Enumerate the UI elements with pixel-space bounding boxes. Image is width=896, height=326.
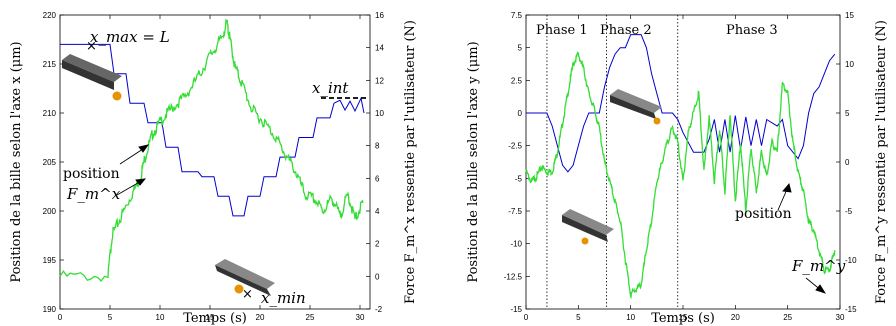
y2-tick-label: 10 [375,109,384,118]
y2-tick-label: -15 [845,305,857,314]
annot-force-right: F_m^y [791,257,846,275]
x-tick-label: 10 [156,313,165,322]
x-tick-label: 25 [783,313,792,322]
phase-3-label: Phase 3 [726,23,778,38]
cantilever-icon [610,89,662,125]
y2-tick-label: 10 [845,60,854,69]
annot-position-right: position [735,206,792,222]
y2-tick-label: 2 [375,240,380,249]
series-line-position [60,43,365,217]
x-tick-label: 10 [626,313,635,322]
y2-tick-label: 5 [845,109,850,118]
y-tick-label: 195 [43,256,57,265]
y-tick-label: 210 [43,109,57,118]
xmax-marker: × [86,39,97,54]
y-ticks-right: -15 -12.5 -10 -7.5 -5 -2.5 0 2.5 5 7.5 [504,11,530,314]
chart-right: 0 5 10 15 20 25 30 -15 -12.5 -10 -7.5 -5 -2.5 0 2.5 5 7… [466,11,889,326]
x-tick-label: 0 [524,313,529,322]
y2-tick-label: -5 [845,207,853,216]
x-axis-label-right: Temps (s) [651,311,715,326]
y2-tick-label: 4 [375,207,380,216]
chart-left: 0 5 10 15 20 25 30 190 195 200 205 210 215 220 -2 0 2 4… [9,11,418,326]
y-tick-label: -12.5 [504,272,523,281]
series-left [59,18,365,283]
y-ticks-left: 190 195 200 205 210 215 220 [43,11,64,314]
y-tick-label: -10 [510,240,522,249]
annot-xint: x_int [312,79,349,97]
annot-xmin: x_min [261,289,306,307]
y2-tick-label: 16 [375,11,384,20]
annot-xmax: x_max = L [90,28,170,46]
y-tick-label: 0 [518,109,523,118]
x-tick-label: 20 [731,313,740,322]
y-tick-label: 7.5 [511,11,523,20]
y2-tick-label: 8 [375,142,380,151]
x-tick-label: 5 [576,313,581,322]
x-tick-label: 5 [108,313,113,322]
y-tick-label: 220 [43,11,57,20]
y-tick-label: 5 [518,44,523,53]
y2-tick-label: 0 [375,272,380,281]
y2-tick-label: -10 [845,256,857,265]
cantilever-icon [562,209,614,245]
y-tick-label: -7.5 [508,207,522,216]
x-tick-label: 20 [256,313,265,322]
y2-axis-label-left: Force F_m^x ressentie par l'utilisateur … [403,20,418,304]
y-tick-label: -5 [515,174,523,183]
phase-1-label: Phase 1 [536,23,588,38]
cantilever-icon [215,259,275,296]
annot-arrows-right [777,183,827,294]
phase-2-label: Phase 2 [600,23,652,38]
y-tick-label: -15 [510,305,522,314]
x-axis-label-left: Temps (s) [183,311,247,326]
y2-axis-label-right: Force F_m^y ressentie par l'utilisateur … [874,20,889,304]
y2-tick-label: 15 [845,11,854,20]
x-tick-label: 15 [679,313,688,322]
x-tick-label: 0 [58,313,63,322]
y2-tick-label: 14 [375,44,384,53]
y-axis-label-left: Position de la bille selon l'axe x (μm) [9,41,24,282]
y2-ticks-right: -2 0 2 4 6 8 10 12 14 16 [366,11,384,314]
y-tick-label: 2.5 [511,76,523,85]
y-tick-label: 205 [43,158,57,167]
series-line-position [526,34,836,173]
xmin-marker: × [242,287,253,302]
phase-dividers [546,15,679,309]
y-axis-label-right: Position de la bille selon l'axe y (μm) [466,41,481,282]
annot-arrows-left [116,144,150,196]
y2-tick-label: -2 [375,305,383,314]
x-ticks-left: 0 5 10 15 20 25 30 [58,15,365,322]
y2-ticks-right-axis: -15 -10 -5 0 5 10 15 [836,11,857,314]
y2-tick-label: 12 [375,76,384,85]
y-tick-label: 215 [43,60,57,69]
x-tick-label: 30 [356,313,365,322]
y-tick-label: 200 [43,207,57,216]
x-tick-label: 30 [836,313,845,322]
y-tick-label: 190 [43,305,57,314]
y-tick-label: -2.5 [508,142,522,151]
y2-tick-label: 0 [845,158,850,167]
x-ticks-right: 0 5 10 15 20 25 30 [524,15,845,322]
annot-position: position [63,166,120,182]
cantilever-icon [62,54,122,101]
x-tick-label: 25 [306,313,315,322]
series-line-f-m-y [525,51,836,300]
plot-frame-left [59,14,371,310]
x-tick-label: 15 [206,313,215,322]
series-right [525,34,836,300]
y2-tick-label: 6 [375,174,380,183]
annot-force: F_m^x [66,185,121,203]
series-line-f-m-x [59,18,364,283]
